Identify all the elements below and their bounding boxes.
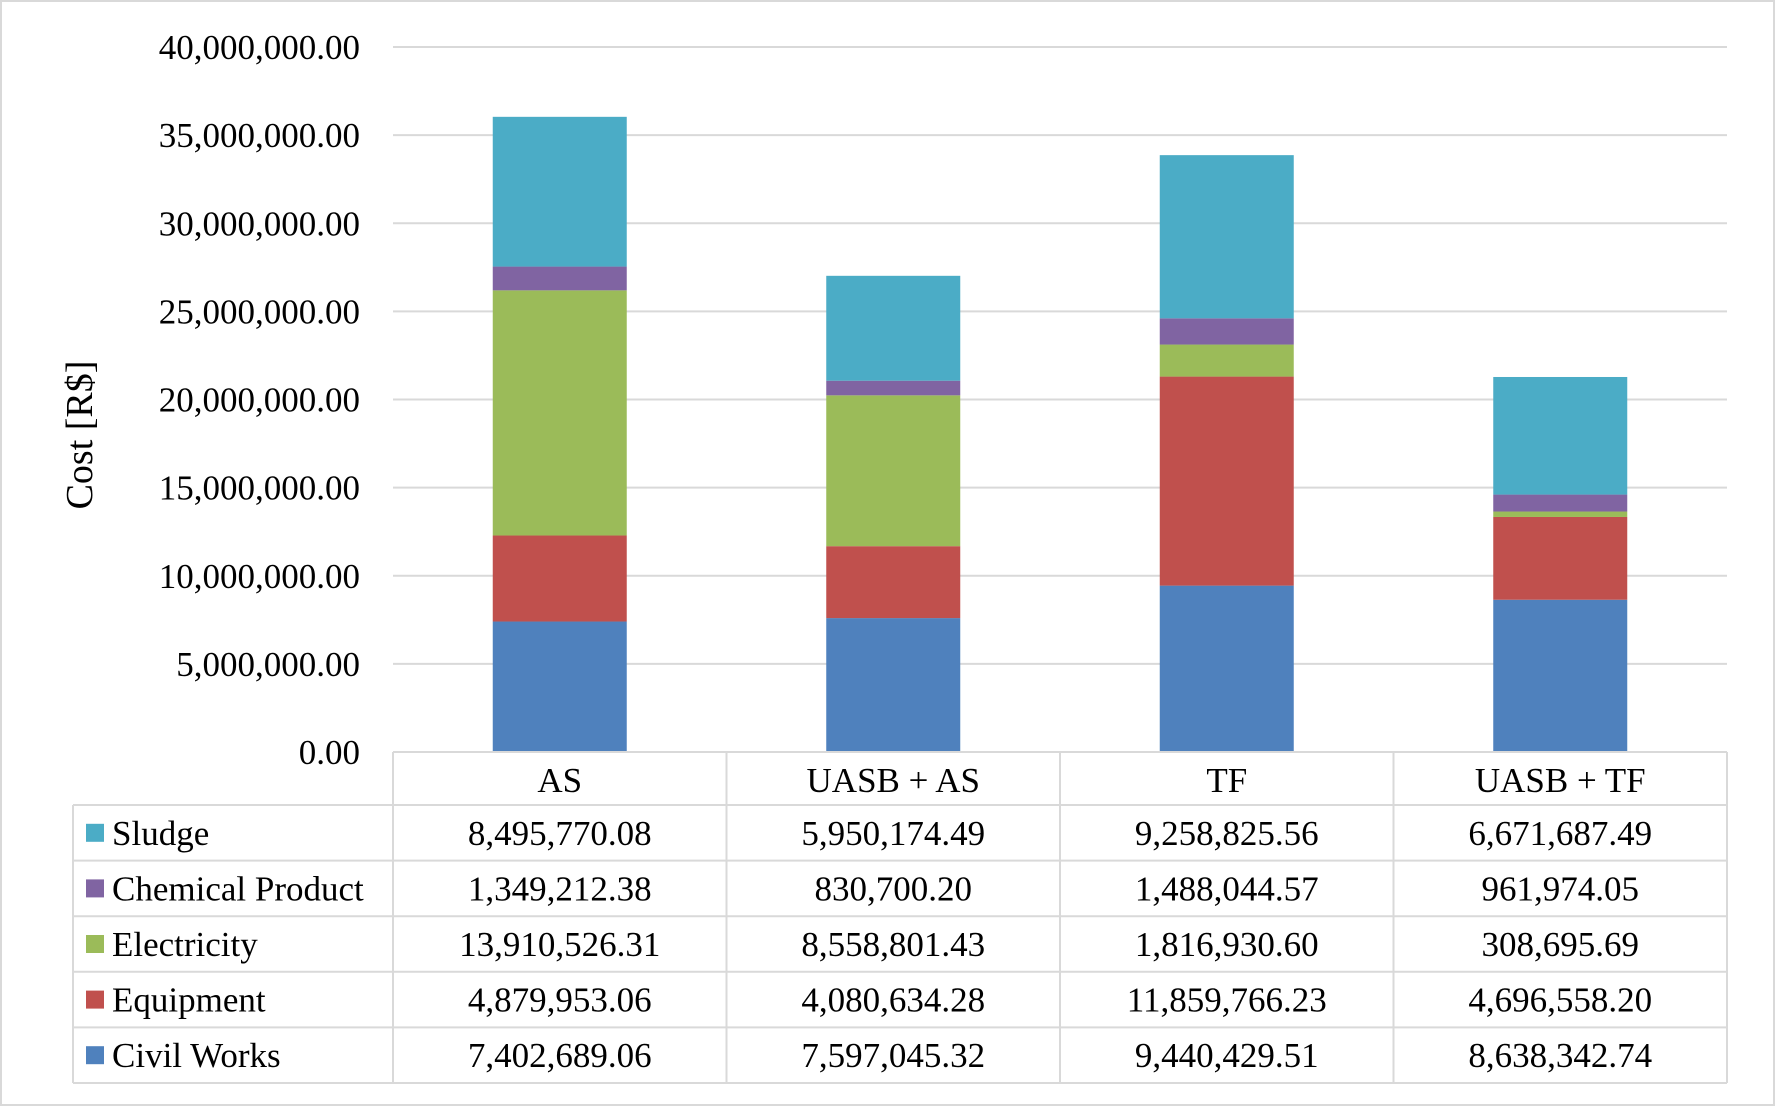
bar-civil-works-uasb-as: [826, 618, 961, 752]
data-label: 8,558,801.43: [801, 925, 985, 964]
data-label: 308,695.69: [1482, 925, 1640, 964]
bars: [492, 116, 1628, 752]
legend-label: Chemical Product: [112, 869, 364, 908]
bar-chemical-product-uasb-as: [826, 380, 961, 396]
y-tick-label: 0.00: [299, 733, 360, 772]
data-label: 9,440,429.51: [1135, 1036, 1319, 1075]
bar-chemical-product-uasb-tf: [1493, 494, 1628, 512]
bar-equipment-as: [492, 535, 627, 622]
bar-sludge-uasb-tf: [1493, 376, 1628, 495]
legend-label: Sludge: [112, 814, 209, 853]
legend-label: Civil Works: [112, 1036, 281, 1075]
legend-key-electricity: [86, 935, 104, 953]
data-label: 7,597,045.32: [801, 1036, 985, 1075]
bar-civil-works-uasb-tf: [1493, 599, 1628, 752]
y-tick-label: 20,000,000.00: [159, 381, 360, 420]
data-table: AS UASB + AS TF UASB + TF Sludge 8,495,770.08…: [72, 751, 1728, 1084]
x-tick-label: UASB + TF: [1475, 761, 1646, 800]
data-label: 1,349,212.38: [468, 869, 652, 908]
x-tick-label: UASB + AS: [807, 761, 980, 800]
bar-equipment-tf: [1159, 376, 1294, 586]
bar-equipment-uasb-as: [826, 546, 961, 619]
data-label: 6,671,687.49: [1468, 814, 1652, 853]
bar-civil-works-as: [492, 621, 627, 752]
bar-civil-works-tf: [1159, 585, 1294, 752]
y-tick-label: 5,000,000.00: [176, 645, 360, 684]
data-label: 1,816,930.60: [1135, 925, 1319, 964]
legend-label: Equipment: [112, 981, 266, 1020]
data-label: 7,402,689.06: [468, 1036, 652, 1075]
data-label: 13,910,526.31: [459, 925, 660, 964]
x-tick-label: TF: [1206, 761, 1247, 800]
y-tick-label: 30,000,000.00: [159, 204, 360, 243]
bar-equipment-uasb-tf: [1493, 516, 1628, 600]
y-tick-label: 40,000,000.00: [159, 28, 360, 67]
data-label: 9,258,825.56: [1135, 814, 1319, 853]
bar-sludge-uasb-as: [826, 275, 961, 381]
data-label: 830,700.20: [815, 869, 973, 908]
legend-key-sludge: [86, 823, 104, 842]
y-axis-tick-labels: 0.00 5,000,000.00 10,000,000.00 15,000,000.…: [159, 28, 360, 772]
y-axis-label: Cost [R$]: [59, 361, 101, 510]
bar-chemical-product-tf: [1159, 318, 1294, 345]
legend-key-civil-works: [86, 1046, 104, 1065]
legend-key-equipment: [86, 990, 104, 1009]
legend-key-chemical-product: [86, 879, 104, 898]
y-tick-label: 15,000,000.00: [159, 469, 360, 508]
data-label: 8,495,770.08: [468, 814, 652, 853]
bar-sludge-as: [492, 116, 627, 267]
bar-sludge-tf: [1159, 155, 1294, 319]
legend-label: Electricity: [112, 925, 258, 964]
data-label: 11,859,766.23: [1127, 981, 1327, 1020]
data-label: 961,974.05: [1482, 869, 1640, 908]
y-tick-label: 35,000,000.00: [159, 116, 360, 155]
x-tick-label: AS: [537, 761, 582, 800]
data-label: 4,879,953.06: [468, 981, 652, 1020]
y-tick-label: 10,000,000.00: [159, 557, 360, 596]
bar-chemical-product-as: [492, 266, 627, 291]
data-label: 4,080,634.28: [801, 981, 985, 1020]
data-label: 8,638,342.74: [1468, 1036, 1652, 1075]
bar-electricity-uasb-tf: [1493, 511, 1628, 517]
data-label: 5,950,174.49: [801, 814, 985, 853]
data-label: 1,488,044.57: [1135, 869, 1319, 908]
y-tick-label: 25,000,000.00: [159, 292, 360, 331]
bar-electricity-tf: [1159, 344, 1294, 377]
bar-electricity-as: [492, 290, 627, 536]
data-label: 4,696,558.20: [1468, 981, 1652, 1020]
bar-electricity-uasb-as: [826, 395, 961, 547]
